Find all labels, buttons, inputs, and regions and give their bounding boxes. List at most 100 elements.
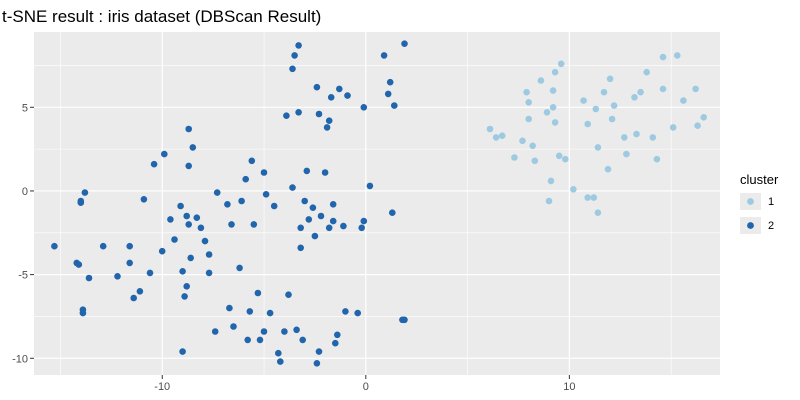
- cluster-1-point: [669, 124, 677, 131]
- cluster-2-point: [150, 160, 158, 168]
- cluster-1-point: [680, 97, 687, 104]
- cluster-1-point: [498, 132, 506, 139]
- cluster-1-point: [570, 186, 577, 193]
- cluster-2-point: [244, 336, 251, 344]
- cluster-2-point: [260, 169, 268, 176]
- cluster-1-point: [700, 114, 707, 121]
- cluster-2-point: [321, 169, 329, 176]
- cluster-1-point: [590, 194, 598, 201]
- cluster-2-point: [303, 167, 311, 175]
- cluster-2-point: [366, 182, 374, 190]
- cluster-2-point: [334, 331, 341, 339]
- cluster-2-point: [242, 175, 249, 183]
- cluster-2-point: [360, 217, 368, 225]
- cluster-2-point: [391, 102, 398, 109]
- legend-label-1: 1: [768, 196, 774, 208]
- x-tick-label: 0: [363, 381, 369, 393]
- cluster-1-point: [511, 154, 518, 161]
- cluster-1-point: [659, 53, 667, 61]
- cluster-2-point: [211, 328, 219, 335]
- cluster-2-point: [99, 242, 107, 250]
- cluster-2-point: [167, 216, 174, 223]
- cluster-2-point: [315, 110, 323, 118]
- cluster-2-point: [380, 52, 388, 59]
- cluster-2-point: [325, 117, 333, 124]
- cluster-2-point: [399, 316, 406, 324]
- cluster-2-point: [301, 197, 309, 205]
- cluster-1-point: [594, 144, 602, 151]
- cluster-1-point: [600, 88, 608, 96]
- cluster-2-point: [262, 191, 270, 198]
- cluster-2-point: [305, 216, 313, 223]
- cluster-2-point: [317, 212, 325, 220]
- cluster-1-point: [547, 177, 555, 185]
- cluster-2-point: [75, 261, 83, 268]
- cluster-1-point: [486, 125, 494, 133]
- cluster-2-point: [177, 202, 184, 210]
- cluster-2-point: [197, 224, 205, 232]
- cluster-2-point: [246, 308, 254, 315]
- cluster-2-point: [213, 189, 221, 196]
- cluster-2-point: [189, 144, 197, 151]
- cluster-1-point: [631, 94, 638, 101]
- cluster-1-point: [659, 85, 667, 93]
- cluster-2-point: [283, 112, 290, 119]
- cluster-1-point: [529, 142, 536, 150]
- cluster-2-point: [158, 247, 166, 255]
- cluster-1-point: [537, 77, 545, 84]
- cluster-2-point: [185, 162, 192, 170]
- legend-swatch-1: [747, 198, 754, 205]
- y-tick-label: -10: [12, 353, 28, 365]
- cluster-1-point: [525, 115, 532, 123]
- cluster-1-point: [643, 68, 650, 76]
- cluster-2-point: [266, 309, 274, 317]
- plot-panel: [34, 32, 720, 375]
- cluster-2-point: [236, 264, 243, 272]
- cluster-2-point: [299, 336, 307, 344]
- cluster-1-point: [604, 165, 612, 173]
- cluster-2-point: [183, 212, 190, 220]
- cluster-1-point: [551, 119, 559, 126]
- cluster-2-point: [171, 236, 178, 243]
- cluster-2-point: [340, 222, 347, 230]
- cluster-2-point: [136, 288, 144, 295]
- cluster-1-point: [523, 88, 530, 96]
- cluster-1-point: [623, 150, 630, 158]
- cluster-2-point: [336, 85, 343, 93]
- cluster-2-point: [230, 323, 237, 330]
- cluster-2-point: [185, 221, 192, 228]
- cluster-2-point: [384, 90, 392, 98]
- cluster-2-point: [256, 336, 264, 344]
- cluster-2-point: [126, 259, 133, 267]
- cluster-1-point: [637, 88, 644, 96]
- cluster-2-point: [126, 242, 133, 250]
- cluster-2-point: [146, 269, 154, 277]
- cluster-2-point: [291, 52, 298, 59]
- cluster-2-point: [313, 83, 321, 91]
- cluster-2-point: [360, 104, 368, 111]
- cluster-1-point: [584, 120, 591, 128]
- cluster-2-point: [130, 294, 137, 302]
- cluster-2-point: [277, 358, 284, 365]
- cluster-2-point: [311, 232, 319, 240]
- cluster-2-point: [389, 209, 396, 216]
- cluster-2-point: [289, 184, 296, 191]
- cluster-1-point: [549, 104, 557, 111]
- cluster-1-point: [492, 134, 500, 141]
- cluster-1-point: [543, 109, 551, 116]
- cluster-2-point: [329, 201, 337, 208]
- cluster-2-point: [281, 328, 288, 335]
- cluster-1-point: [594, 209, 602, 216]
- cluster-2-point: [254, 289, 262, 297]
- cluster-2-point: [79, 309, 87, 317]
- cluster-1-point: [557, 60, 565, 68]
- cluster-1-point: [692, 85, 699, 93]
- cluster-2-point: [226, 304, 233, 312]
- cluster-2-point: [309, 204, 317, 211]
- cluster-1-point: [580, 97, 587, 104]
- cluster-1-point: [610, 102, 618, 109]
- cluster-2-point: [85, 274, 93, 282]
- legend-swatch-2: [747, 222, 754, 229]
- cluster-2-point: [51, 242, 58, 250]
